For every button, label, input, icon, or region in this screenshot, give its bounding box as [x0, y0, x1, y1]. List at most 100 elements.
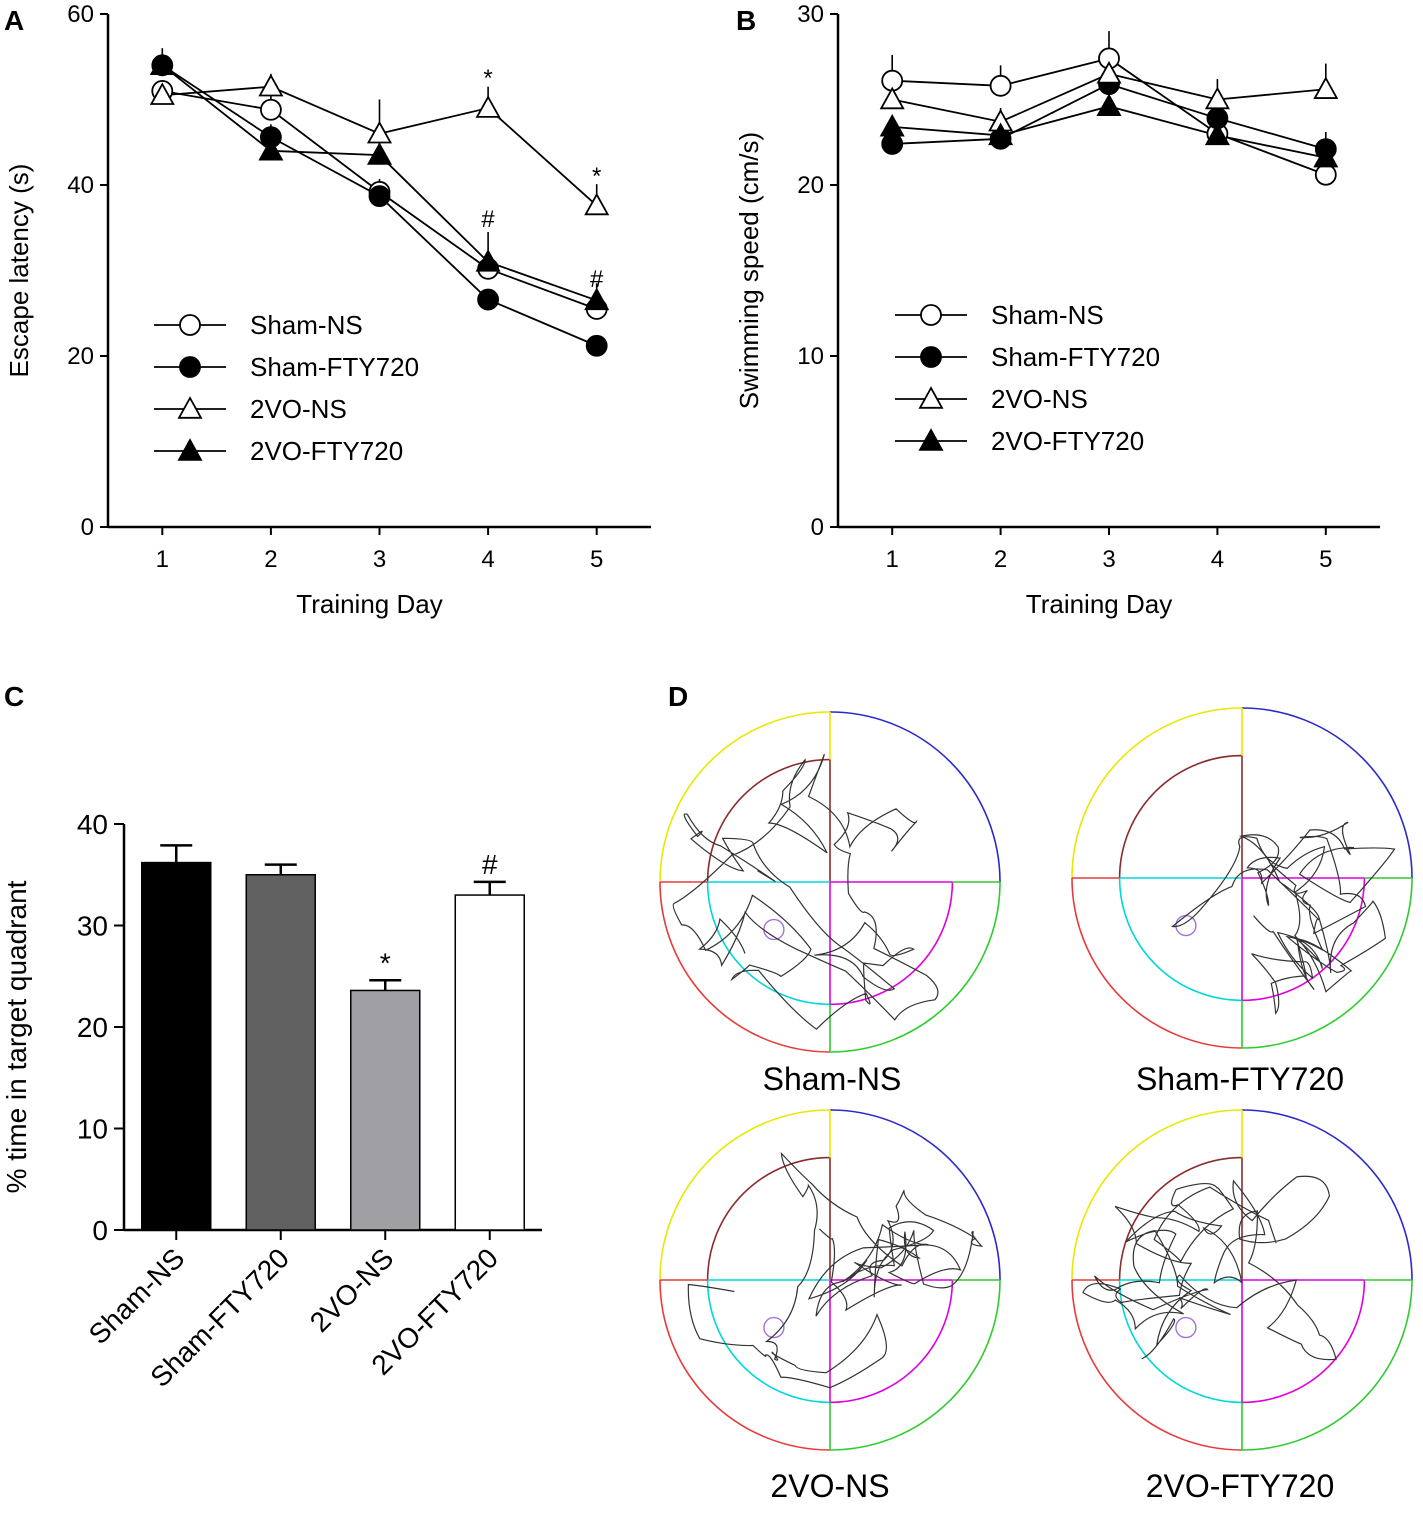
maze-inner-se: [829, 1279, 954, 1404]
data-point-2vo-ns: [1313, 76, 1339, 99]
maze-quadrant-nw: [659, 711, 831, 883]
target-quadrant-bar-chart: 0 10 20 30 40 % time in target quadrant Sham-N…: [1, 809, 542, 1393]
significance-marker: #: [482, 849, 498, 880]
legend-entry-2vo-fty720: 2VO-FTY720: [250, 436, 403, 466]
x-tick-label: 1: [156, 546, 169, 573]
y-tick-label: 10: [77, 1114, 108, 1145]
x-tick-label: 3: [373, 546, 386, 573]
y-tick-label: 0: [81, 514, 94, 541]
maze-label-sham-fty720: Sham-FTY720: [1136, 1061, 1344, 1097]
y-tick-label: 10: [797, 343, 824, 370]
maze-quadrant-nw: [1071, 707, 1243, 879]
x-tick-label: 2: [994, 546, 1007, 573]
swim-path-panel: Sham-NS Sham-FTY720 2VO-NS 2VO-FTY720: [659, 707, 1413, 1504]
legend-entry-2vo-ns: 2VO-NS: [250, 394, 347, 424]
legend-marker-2vo-fty720: [918, 428, 944, 451]
maze-quadrant-se: [1241, 877, 1413, 1049]
legend-marker-sham-fty720: [920, 346, 942, 368]
x-tick-label: 5: [590, 546, 603, 573]
data-point-2vo-fty720: [475, 249, 501, 272]
significance-marker: *: [380, 947, 391, 978]
legend-marker-2vo-ns: [177, 396, 203, 419]
maze-quadrant-sw: [1071, 877, 1243, 1049]
x-tick-label-sham-ns: Sham-NS: [83, 1242, 191, 1350]
data-point-2vo-fty720: [258, 137, 284, 161]
data-point-2vo-fty720: [149, 52, 175, 75]
y-axis-label: Swimming speed (cm/s): [734, 132, 764, 409]
y-tick-label: 20: [77, 1012, 108, 1043]
swim-trace: [1171, 821, 1396, 1015]
maze-quadrant-se: [1241, 1279, 1413, 1451]
x-axis-label: Training Day: [1026, 589, 1172, 619]
maze-inner-sw: [1118, 1279, 1243, 1404]
maze-inner-se: [1241, 1279, 1366, 1404]
maze-quadrant-ne: [1241, 707, 1413, 879]
data-point-2vo-fty720: [879, 114, 905, 137]
legend-marker-sham-fty720: [179, 356, 201, 378]
x-tick-label: 5: [1319, 546, 1332, 573]
maze-inner-se: [829, 881, 954, 1006]
x-tick-label: 1: [886, 546, 899, 573]
data-point-2vo-ns: [879, 86, 905, 110]
data-point-2vo-ns: [475, 95, 501, 118]
panel-letter-c: C: [4, 681, 24, 712]
legend-marker-2vo-ns: [918, 386, 944, 409]
data-point-sham-fty720: [368, 185, 391, 208]
maze-inner-nw: [706, 758, 831, 883]
swim-trace: [1082, 1175, 1337, 1361]
maze-quadrant-ne: [829, 1109, 1001, 1281]
panel-letter-b: B: [736, 5, 756, 36]
y-axis-label: % time in target quadrant: [1, 880, 32, 1193]
legend-entry-sham-fty720: Sham-FTY720: [991, 342, 1160, 372]
platform-icon: [1175, 1316, 1197, 1339]
swim-trace: [672, 753, 939, 1030]
y-tick-label: 40: [77, 809, 108, 840]
maze-quadrant-sw: [659, 881, 831, 1053]
y-axis-label: Escape latency (s): [4, 164, 34, 378]
legend-entry-2vo-fty720: 2VO-FTY720: [991, 426, 1144, 456]
swim-trace: [687, 1151, 984, 1389]
y-tick-label: 20: [67, 343, 94, 370]
significance-marker: #: [481, 206, 495, 233]
maze-quadrant-nw: [1071, 1109, 1243, 1281]
bar-sham-ns: [141, 861, 212, 1231]
maze-quadrant-sw: [659, 1279, 831, 1451]
data-point-2vo-fty720: [584, 287, 610, 311]
panel-letter-d: D: [668, 681, 688, 712]
x-tick-label: 2: [264, 546, 277, 573]
legend-entry-sham-fty720: Sham-FTY720: [250, 352, 419, 382]
significance-marker: *: [483, 65, 492, 92]
maze-inner-sw: [1118, 877, 1243, 1002]
platform-icon: [763, 1316, 785, 1339]
maze-quadrant-nw: [659, 1109, 831, 1281]
bar-2vo-fty720: [454, 894, 525, 1231]
data-point-2vo-fty720: [988, 122, 1014, 146]
maze-inner-nw: [1118, 754, 1243, 879]
maze-quadrant-se: [829, 881, 1001, 1053]
data-point-2vo-fty720: [366, 142, 393, 165]
y-tick-label: 20: [797, 172, 824, 199]
panel-letter-a: A: [4, 5, 24, 36]
data-point-sham-ns: [989, 74, 1012, 97]
data-point-sham-ns: [259, 98, 282, 121]
x-tick-label-2vo-ns: 2VO-NS: [304, 1242, 400, 1338]
maze-quadrant-se: [829, 1279, 1001, 1451]
data-point-2vo-ns: [1096, 60, 1122, 84]
maze-inner-se: [1241, 877, 1366, 1002]
legend-entry-sham-ns: Sham-NS: [250, 310, 363, 340]
data-point-sham-fty720: [881, 133, 904, 155]
swimming-speed-chart: 0 10 20 30 1 2 3 4 5 Training Day Swimming speed (…: [734, 1, 1380, 619]
maze-label-2vo-ns: 2VO-NS: [770, 1468, 889, 1504]
data-point-2vo-ns: [584, 192, 610, 216]
maze-inner-nw: [1118, 1156, 1243, 1281]
data-point-2vo-fty720: [1204, 122, 1230, 146]
x-tick-label: 3: [1102, 546, 1115, 573]
swim-path-maze-sham-ns: Sham-NS: [659, 711, 1001, 1097]
maze-inner-nw: [706, 1156, 831, 1281]
data-point-2vo-ns: [258, 73, 284, 97]
maze-label-2vo-fty720: 2VO-FTY720: [1146, 1468, 1335, 1504]
bar-sham-fty720: [245, 874, 316, 1231]
swim-path-maze-2vo-fty720: 2VO-FTY720: [1071, 1109, 1413, 1504]
legend-marker-2vo-fty720: [177, 438, 203, 461]
